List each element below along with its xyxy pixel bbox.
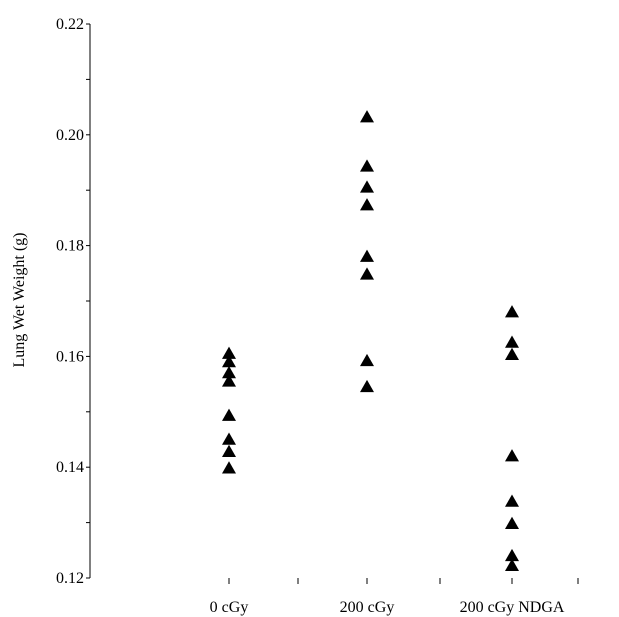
x-tick-label: 0 cGy <box>210 599 249 616</box>
data-point-triangle <box>222 432 236 445</box>
data-point-triangle <box>360 180 374 193</box>
x-tick-label: 200 cGy <box>340 599 395 616</box>
data-point-triangle <box>505 558 519 572</box>
data-point-triangle <box>360 267 374 280</box>
data-point-triangle <box>505 494 519 507</box>
data-point-triangle <box>505 516 519 529</box>
data-point-triangle <box>505 335 519 348</box>
data-point-triangle <box>222 346 236 359</box>
data-points <box>222 110 519 572</box>
y-tick-label: 0.18 <box>56 238 84 255</box>
data-point-triangle <box>222 461 236 474</box>
data-point-triangle <box>222 366 236 379</box>
y-tick-label: 0.12 <box>56 570 84 587</box>
data-point-triangle <box>222 444 236 457</box>
data-point-triangle <box>505 347 519 360</box>
y-tick-label: 0.14 <box>56 459 84 476</box>
data-point-triangle <box>360 353 374 367</box>
y-tick-label: 0.16 <box>56 348 84 365</box>
data-point-triangle <box>505 449 519 462</box>
data-point-triangle <box>360 379 374 393</box>
data-point-triangle <box>505 305 519 318</box>
y-tick-label: 0.22 <box>56 16 84 33</box>
data-point-triangle <box>360 159 374 172</box>
data-point-triangle <box>222 408 236 421</box>
data-point-triangle <box>222 374 236 387</box>
x-tick-label: 200 cGy NDGA <box>460 599 565 616</box>
data-point-triangle <box>360 110 374 123</box>
data-point-triangle <box>222 354 236 368</box>
data-point-triangle <box>505 548 519 562</box>
axes: 0.12 0.14 0.16 0.18 0.20 0.22 0 cGy 200 cGy 200 … <box>56 16 579 616</box>
data-point-triangle <box>360 249 374 262</box>
y-tick-label: 0.20 <box>56 127 84 144</box>
y-axis-title: Lung Wet Weight (g) <box>11 232 28 367</box>
data-point-triangle <box>360 198 374 211</box>
